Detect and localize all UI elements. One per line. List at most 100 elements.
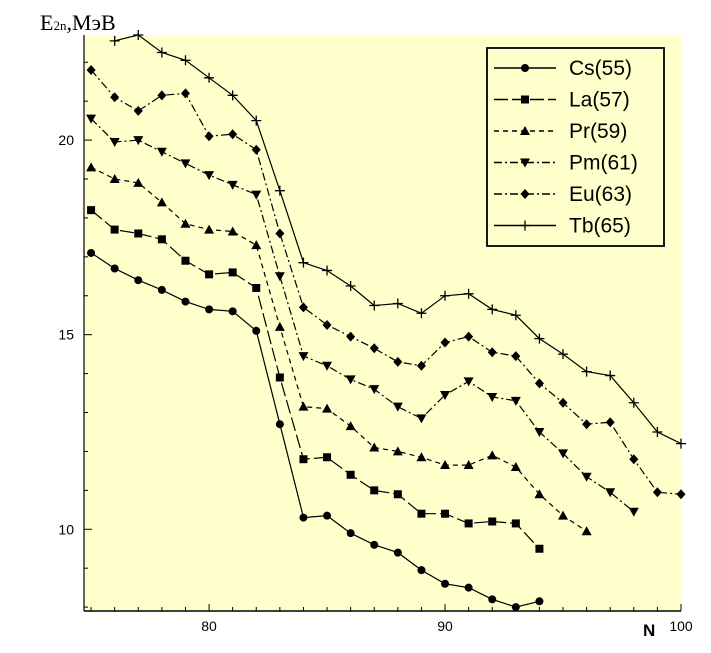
data-point xyxy=(392,402,403,412)
data-point xyxy=(464,583,473,592)
legend-marker xyxy=(521,64,529,72)
y-ticks: 10 15 20 xyxy=(58,61,92,608)
data-point xyxy=(227,226,238,236)
series-Tb(65) xyxy=(109,30,686,449)
data-point xyxy=(558,397,568,408)
data-point xyxy=(605,417,615,428)
data-point xyxy=(581,526,592,536)
data-point xyxy=(275,373,284,382)
series-La(57) xyxy=(87,206,544,553)
data-point xyxy=(323,453,332,462)
data-point xyxy=(322,319,332,330)
data-point xyxy=(227,180,238,190)
data-point xyxy=(558,510,569,520)
data-point xyxy=(416,308,427,319)
data-point xyxy=(86,114,97,124)
data-point xyxy=(134,276,143,285)
x-tick-label: 100 xyxy=(669,618,693,634)
legend-label: Tb(65) xyxy=(569,215,631,238)
data-point xyxy=(133,177,144,187)
legend-marker xyxy=(520,126,530,135)
data-point xyxy=(346,470,355,479)
data-point xyxy=(393,548,402,557)
data-point xyxy=(416,414,427,424)
data-point xyxy=(109,35,120,46)
data-point xyxy=(441,579,450,588)
data-point xyxy=(487,347,497,358)
data-point xyxy=(510,310,521,321)
data-point xyxy=(299,513,308,522)
y-tick-label: 15 xyxy=(58,327,74,343)
series-line xyxy=(90,118,635,513)
data-point xyxy=(345,421,356,431)
legend-label: Cs(55) xyxy=(569,57,632,80)
legend-label: Eu(63) xyxy=(569,183,632,206)
series-Eu(63) xyxy=(86,65,686,500)
legend-item: Cs(55) xyxy=(494,57,632,80)
data-point xyxy=(629,454,639,465)
data-point xyxy=(204,224,215,234)
data-point xyxy=(298,302,308,313)
data-point xyxy=(487,304,498,315)
y-axis-title: E2n,МэВ xyxy=(40,10,116,35)
legend-item: Eu(63) xyxy=(494,183,632,206)
data-point xyxy=(298,352,309,362)
legend-label: La(57) xyxy=(569,89,630,112)
data-point xyxy=(252,283,261,292)
legend-label: Pr(59) xyxy=(569,120,627,143)
legend-item: La(57) xyxy=(494,89,630,112)
data-point xyxy=(558,349,569,360)
data-point xyxy=(251,115,262,126)
data-point xyxy=(275,420,284,429)
data-point xyxy=(534,427,545,437)
legend-marker xyxy=(521,95,529,104)
data-point xyxy=(110,264,119,273)
data-point xyxy=(322,361,333,371)
data-point xyxy=(346,529,355,538)
data-point xyxy=(393,356,403,367)
data-point xyxy=(628,397,639,408)
data-point xyxy=(511,351,521,362)
data-point xyxy=(133,30,144,40)
data-point xyxy=(227,90,238,101)
data-point xyxy=(652,487,662,498)
data-point xyxy=(676,438,686,449)
data-point xyxy=(628,507,639,517)
x-axis-title: N xyxy=(643,621,655,640)
data-point xyxy=(345,281,356,292)
data-point xyxy=(535,544,544,553)
series-line xyxy=(90,252,540,608)
data-point xyxy=(345,375,356,385)
legend-marker xyxy=(520,158,530,168)
data-point xyxy=(204,171,215,181)
data-point xyxy=(134,229,143,238)
data-point xyxy=(181,297,190,306)
legend-marker xyxy=(520,189,530,199)
legend: Cs(55) La(57) Pr(59) Pm(61) Eu(63) Tb(65) xyxy=(486,47,665,247)
x-ticks: 80 90 100 xyxy=(90,604,693,634)
legend-items: Cs(55) La(57) Pr(59) Pm(61) Eu(63) Tb(65) xyxy=(494,57,638,238)
data-point xyxy=(228,129,238,140)
data-point xyxy=(133,105,143,116)
data-point xyxy=(440,337,450,348)
data-point xyxy=(416,360,426,371)
data-point xyxy=(464,331,474,342)
data-point xyxy=(511,603,520,612)
data-point xyxy=(558,449,569,459)
series-Cs(55) xyxy=(87,248,544,612)
y-tick-label: 10 xyxy=(58,521,74,537)
data-point xyxy=(487,450,498,460)
data-point xyxy=(510,462,521,471)
data-point xyxy=(463,460,474,470)
data-point xyxy=(204,72,215,83)
data-point xyxy=(251,190,262,200)
series-line xyxy=(90,69,682,495)
data-point xyxy=(488,517,497,526)
data-point xyxy=(392,298,403,309)
data-point xyxy=(370,486,379,495)
data-point xyxy=(581,366,592,377)
data-point xyxy=(370,540,379,549)
data-point xyxy=(205,305,214,314)
data-point xyxy=(487,392,498,402)
